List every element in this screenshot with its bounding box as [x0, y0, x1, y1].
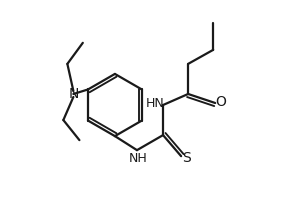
- Text: S: S: [182, 151, 190, 165]
- Text: HN: HN: [146, 97, 165, 109]
- Text: O: O: [215, 95, 226, 109]
- Text: NH: NH: [129, 152, 147, 165]
- Text: N: N: [68, 87, 79, 101]
